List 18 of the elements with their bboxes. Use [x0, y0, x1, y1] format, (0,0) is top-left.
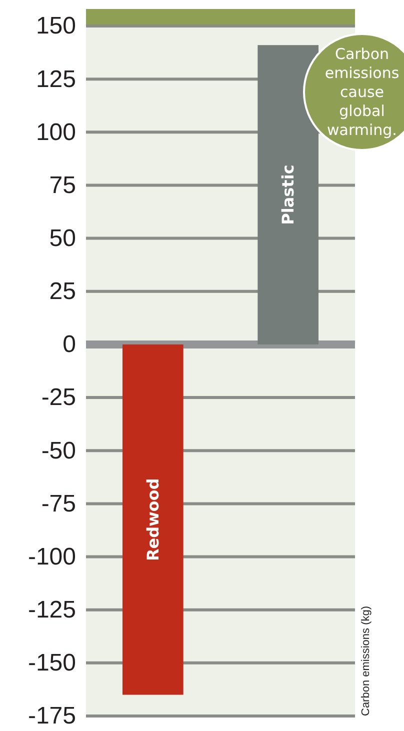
- x-tick-label: Plastic: [278, 164, 298, 225]
- y-tick-label: 25: [49, 278, 76, 306]
- y-tick-label: 100: [36, 118, 76, 146]
- y-tick-label: -125: [28, 596, 76, 624]
- x-tick-label: Redwood: [144, 478, 163, 562]
- y-tick-label: 125: [36, 66, 76, 93]
- y-tick-label: -100: [28, 543, 76, 570]
- y-tick-label: 75: [49, 172, 76, 199]
- y-tick-label: -75: [41, 490, 76, 518]
- y-tick-label: 50: [49, 224, 76, 252]
- y-tick-label: 0: [62, 331, 76, 358]
- y-tick-label: -150: [28, 650, 76, 677]
- y-tick-label: -175: [28, 702, 76, 730]
- annotation: Carbon emissions cause global warming.: [324, 45, 400, 139]
- y-tick-label: -50: [41, 437, 76, 464]
- y-tick-label: -25: [41, 384, 76, 412]
- y-axis-title: Carbon emissions (kg): [360, 606, 372, 716]
- y-tick-label: 150: [36, 12, 76, 40]
